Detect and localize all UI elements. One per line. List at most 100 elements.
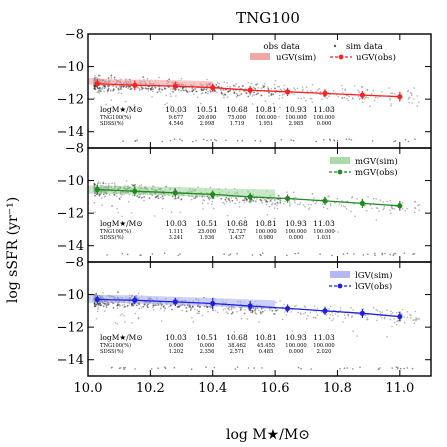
sim-point	[232, 307, 235, 309]
obs-marker	[284, 195, 291, 202]
table-cell: 9.677	[169, 115, 184, 121]
sim-point-quenched	[346, 367, 349, 369]
obs-point	[205, 88, 208, 91]
sim-point-quenched	[164, 366, 166, 368]
obs-point	[154, 304, 157, 306]
sim-point	[140, 307, 143, 309]
sim-point-quenched	[374, 254, 376, 257]
sim-point-quenched	[118, 367, 121, 370]
sim-point	[202, 208, 204, 210]
obs-marker	[94, 186, 100, 193]
sim-point	[379, 310, 381, 313]
sim-point	[331, 312, 333, 314]
sim-point	[253, 94, 255, 96]
sim-point	[170, 211, 173, 213]
sim-point	[304, 311, 307, 314]
sim-point	[390, 105, 393, 107]
obs-marker	[94, 296, 100, 303]
sim-point	[293, 87, 296, 89]
obs-point	[171, 308, 173, 311]
sim-point	[156, 304, 158, 307]
obs-point	[225, 196, 228, 199]
sim-point	[412, 319, 415, 321]
obs-marker	[132, 188, 138, 194]
sim-point-quenched	[384, 252, 386, 255]
sim-point	[273, 217, 276, 220]
sim-point	[293, 93, 296, 96]
sim-point	[93, 97, 95, 99]
sim-point-quenched	[333, 139, 335, 141]
obs-point	[260, 94, 263, 97]
sim-point	[310, 89, 312, 92]
sim-point	[304, 114, 307, 117]
sim-point	[230, 197, 233, 199]
sim-point	[299, 203, 301, 206]
sim-point-quenched	[294, 252, 297, 255]
obs-point	[143, 303, 146, 306]
legend-obs-marker	[337, 169, 343, 175]
obs-point	[199, 306, 201, 308]
sim-point	[303, 313, 305, 315]
sim-point	[363, 98, 366, 100]
obs-point	[227, 90, 230, 93]
sim-point	[191, 317, 193, 319]
obs-point	[242, 199, 244, 202]
sim-point	[375, 198, 378, 200]
legend-obs-label: lGV(obs)	[355, 281, 392, 292]
sim-point	[319, 91, 322, 93]
sim-point	[332, 314, 334, 317]
sim-point	[328, 317, 331, 320]
sim-point	[337, 315, 339, 317]
obs-point	[198, 310, 201, 313]
sim-point	[329, 313, 332, 316]
sim-point	[325, 314, 328, 316]
sim-point	[147, 90, 150, 92]
sim-point	[216, 311, 219, 314]
sim-point	[111, 182, 113, 184]
obs-point	[260, 199, 263, 202]
sim-point	[366, 318, 368, 321]
sim-point	[115, 195, 118, 197]
sim-point	[120, 92, 123, 95]
sim-point-quenched	[377, 368, 380, 370]
sim-point	[294, 89, 296, 91]
sim-point	[369, 105, 371, 107]
obs-point	[112, 307, 115, 309]
sim-point	[268, 95, 270, 97]
obs-point	[99, 304, 102, 307]
sim-point	[198, 312, 200, 315]
obs-marker	[210, 85, 216, 91]
sim-point	[413, 87, 415, 89]
sim-point	[97, 181, 100, 183]
sim-point	[165, 94, 167, 97]
sim-point	[329, 202, 332, 205]
legend-obs-label: uGV(obs)	[356, 52, 396, 63]
obs-point	[180, 198, 183, 201]
sim-point	[168, 305, 170, 308]
sim-point-quenched	[139, 254, 141, 256]
sim-point	[366, 88, 369, 91]
sim-point	[153, 308, 155, 311]
sim-point	[330, 109, 332, 112]
table-cell: 1.031	[317, 235, 332, 241]
sim-point	[413, 211, 416, 214]
obs-point	[194, 197, 197, 199]
sim-point	[350, 316, 353, 318]
y-tick-label: −12	[57, 321, 84, 336]
obs-point	[118, 198, 121, 200]
obs-point	[224, 93, 226, 96]
sim-point	[347, 315, 350, 317]
sim-point-quenched	[228, 254, 230, 256]
sim-point	[192, 321, 195, 323]
obs-point	[156, 91, 159, 94]
sim-point	[305, 317, 308, 320]
sim-point	[358, 91, 361, 93]
sim-point	[137, 316, 140, 319]
sim-point-quenched	[121, 253, 124, 255]
sim-point	[379, 199, 382, 201]
sim-point	[225, 311, 228, 313]
sim-point-quenched	[374, 252, 376, 255]
table-cell: 0.980	[259, 235, 274, 241]
sim-point	[292, 191, 295, 194]
sim-point	[296, 87, 299, 90]
